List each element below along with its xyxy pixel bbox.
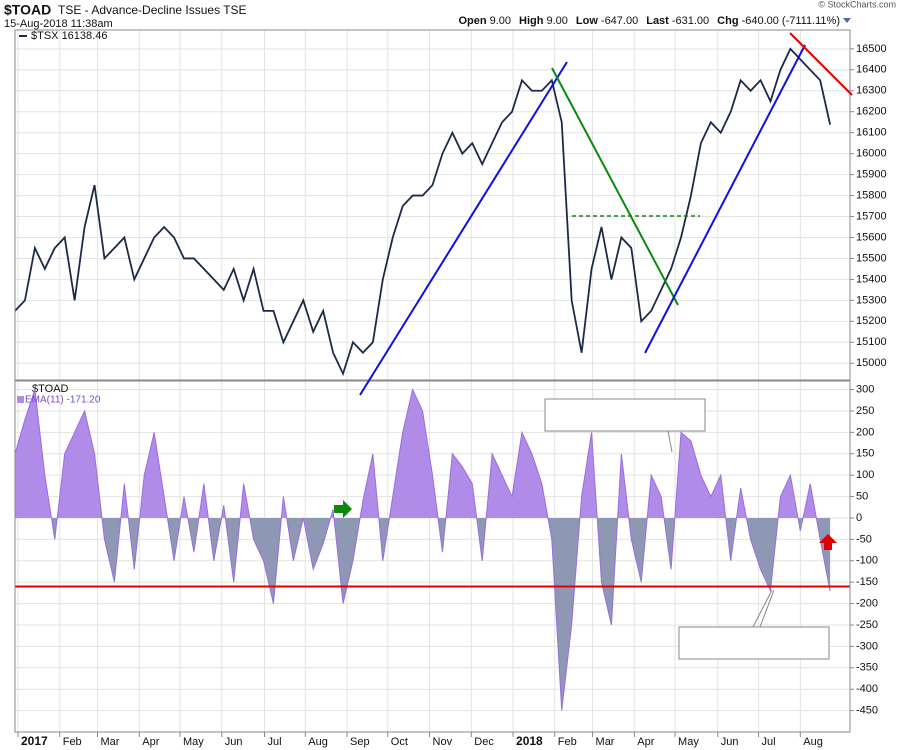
y-tick-label: 100 xyxy=(856,469,874,481)
y-tick-label: 16500 xyxy=(856,43,887,55)
legend-swatch xyxy=(17,396,24,403)
y-tick-label: 16400 xyxy=(856,64,887,76)
plot-layer: 15000 15100 15200 15300 15400 15500 15600 15700… xyxy=(14,30,887,748)
quote-label: Low xyxy=(576,15,598,27)
y-tick-label: 300 xyxy=(856,383,874,395)
y-tick-label: 250 xyxy=(856,405,874,417)
x-tick-label: Aug xyxy=(803,736,823,748)
arrow xyxy=(334,500,352,518)
callout-box xyxy=(678,626,830,660)
x-tick-label: Apr xyxy=(637,736,654,748)
x-tick-label: May xyxy=(678,736,699,748)
y-tick-label: 15500 xyxy=(856,252,887,264)
y-tick-label: -450 xyxy=(856,705,878,717)
quote-value: 9.00 xyxy=(490,15,511,27)
x-tick-label: Dec xyxy=(474,736,494,748)
y-tick-label: 50 xyxy=(856,490,868,502)
upper-frame xyxy=(14,29,851,381)
y-tick-label: 15700 xyxy=(856,210,887,222)
area-positive xyxy=(15,389,817,518)
y-tick-label: -350 xyxy=(856,662,878,674)
callout-pointer xyxy=(759,589,775,628)
y-tick-label: 16100 xyxy=(856,127,887,139)
symbol-name: TSE - Advance-Decline Issues TSE xyxy=(58,3,247,17)
x-tick-label: Jun xyxy=(225,736,243,748)
x-tick-label: 2017 xyxy=(21,734,48,748)
trendline xyxy=(789,32,853,96)
y-tick-label: 15300 xyxy=(856,294,887,306)
y-tick-label: -200 xyxy=(856,597,878,609)
quote-value: -631.00 xyxy=(672,15,709,27)
y-tick-label: 15000 xyxy=(856,357,887,369)
x-tick-label: 2018 xyxy=(516,734,543,748)
price-line xyxy=(14,47,831,377)
trendline xyxy=(359,61,568,396)
quote-value: 9.00 xyxy=(546,15,567,27)
quote-label: Open xyxy=(458,15,486,27)
x-tick-label: Aug xyxy=(308,736,328,748)
quote-value: -640.00 (-7111.11%) xyxy=(742,15,840,27)
y-tick-label: 15100 xyxy=(856,336,887,348)
quote-label: Last xyxy=(646,15,669,27)
quote-label: High xyxy=(519,15,544,27)
y-tick-label: 0 xyxy=(856,512,862,524)
quote-label: Chg xyxy=(717,15,738,27)
x-tick-label: Mar xyxy=(596,736,615,748)
y-tick-label: -100 xyxy=(856,555,878,567)
y-tick-label: 15200 xyxy=(856,315,887,327)
timestamp: 15-Aug-2018 11:38am xyxy=(4,18,113,30)
quote-value: -647.00 xyxy=(601,15,638,27)
y-tick-label: 200 xyxy=(856,426,874,438)
x-tick-label: Jul xyxy=(762,736,776,748)
callout-box xyxy=(544,398,706,432)
x-tick-label: Feb xyxy=(63,736,82,748)
lower-frame xyxy=(14,380,851,733)
panel-title: $TOAD xyxy=(32,383,69,395)
x-tick-label: Feb xyxy=(558,736,577,748)
x-tick-label: Apr xyxy=(142,736,159,748)
x-tick-label: May xyxy=(183,736,204,748)
x-tick-label: Mar xyxy=(101,736,120,748)
callout-pointer xyxy=(752,589,773,628)
y-tick-label: -150 xyxy=(856,576,878,588)
trendline xyxy=(644,44,806,354)
legend-label: EMA(11) -171.20 xyxy=(25,395,101,406)
symbol: $TOAD xyxy=(4,2,51,18)
y-tick-label: 16200 xyxy=(856,106,887,118)
dropdown xyxy=(843,18,851,23)
y-tick-label: 15800 xyxy=(856,189,887,201)
quote: Open 9.00 High 9.00 Low -647.00 Last -631.00 Chg… xyxy=(458,15,840,27)
x-tick-label: Jun xyxy=(721,736,739,748)
area-outline xyxy=(14,388,831,711)
trendline xyxy=(551,67,679,306)
x-tick-label: Sep xyxy=(350,736,370,748)
y-tick-label: 15400 xyxy=(856,273,887,285)
y-tick-label: -300 xyxy=(856,640,878,652)
y-tick-label: 15600 xyxy=(856,231,887,243)
y-tick-label: 15900 xyxy=(856,169,887,181)
y-tick-label: -250 xyxy=(856,619,878,631)
arrow xyxy=(819,534,837,550)
x-tick-label: Oct xyxy=(391,736,408,748)
y-tick-label: 16300 xyxy=(856,85,887,97)
y-tick-label: 16000 xyxy=(856,148,887,160)
legend-label: $TSX 16138.46 xyxy=(31,30,107,42)
x-tick-label: Nov xyxy=(433,736,453,748)
x-tick-label: Jul xyxy=(268,736,282,748)
credit: © StockCharts.com xyxy=(818,0,896,9)
y-tick-label: 150 xyxy=(856,448,874,460)
y-tick-label: -400 xyxy=(856,683,878,695)
y-tick-label: -50 xyxy=(856,533,872,545)
callout-pointer xyxy=(667,430,673,453)
